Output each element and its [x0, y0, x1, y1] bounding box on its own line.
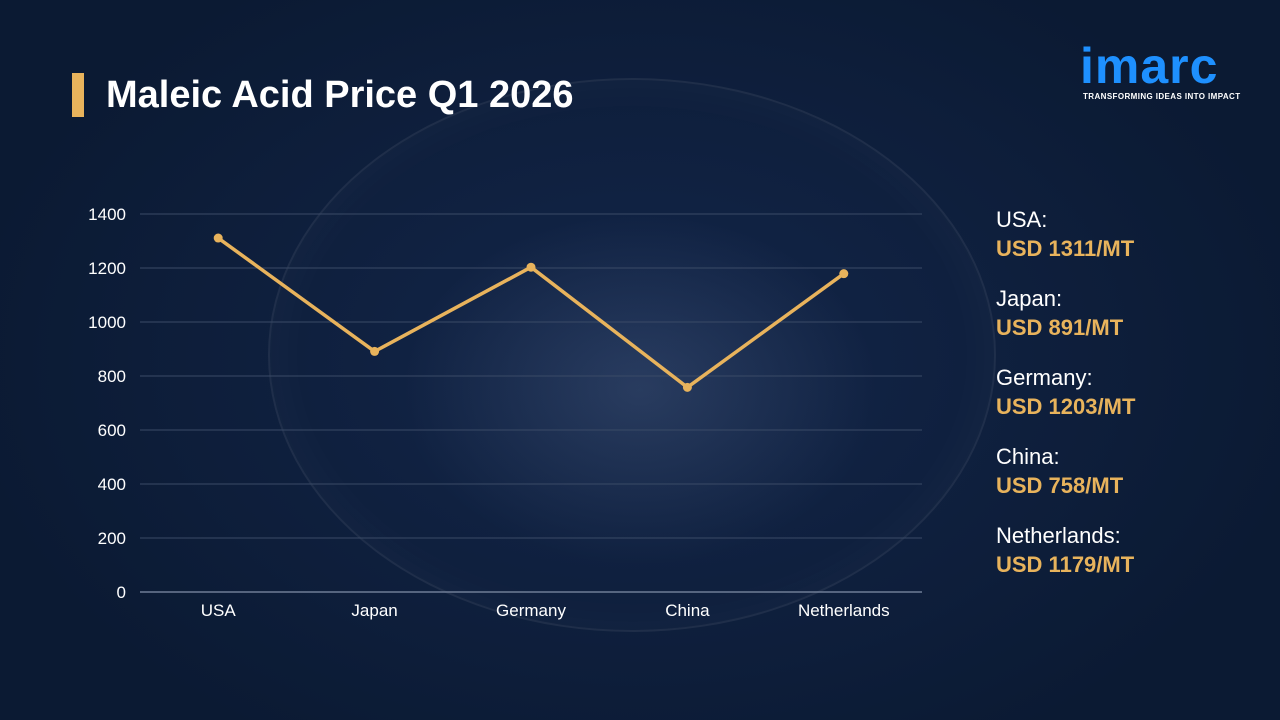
y-tick-label: 800 — [98, 367, 126, 386]
imarc-logo: imarc TRANSFORMING IDEAS INTO IMPACT — [1080, 38, 1250, 108]
background-plate — [268, 78, 996, 632]
line-chart: 0 200 400 600 800 1000 1200 1400 USA Japan Germany… — [88, 205, 922, 620]
logo-tagline: TRANSFORMING IDEAS INTO IMPACT — [1083, 92, 1241, 101]
price-value: USD 1311/MT — [996, 236, 1135, 261]
country-label: Germany: — [996, 365, 1093, 390]
x-tick-label: Netherlands — [798, 601, 890, 620]
country-label: Japan: — [996, 286, 1063, 311]
price-value: USD 758/MT — [996, 473, 1124, 498]
x-tick-label: Japan — [351, 601, 397, 620]
data-point — [682, 382, 692, 392]
y-tick-label: 600 — [98, 421, 126, 440]
price-list-item: China: USD 758/MT — [996, 442, 1266, 500]
y-tick-label: 200 — [98, 529, 126, 548]
y-tick-label: 0 — [117, 583, 126, 602]
page-title: Maleic Acid Price Q1 2026 — [106, 74, 574, 116]
price-list: USA: USD 1311/MT Japan: USD 891/MT Germa… — [996, 205, 1266, 600]
data-point — [370, 346, 380, 356]
y-tick-label: 1000 — [88, 313, 126, 332]
price-value: USD 891/MT — [996, 315, 1124, 340]
x-tick-label: Germany — [496, 601, 566, 620]
y-tick-label: 400 — [98, 475, 126, 494]
series-line — [217, 236, 845, 390]
country-label: Netherlands: — [996, 523, 1121, 548]
y-tick-label: 1200 — [88, 259, 126, 278]
price-list-item: USA: USD 1311/MT — [996, 205, 1266, 263]
data-point — [839, 269, 849, 279]
x-tick-label: USA — [201, 601, 237, 620]
logo-text: imarc — [1080, 38, 1219, 94]
country-label: USA: — [996, 207, 1048, 232]
price-chart: 0 200 400 600 800 1000 1200 1400 USA Japan Germany… — [60, 190, 940, 630]
price-list-item: Japan: USD 891/MT — [996, 284, 1266, 342]
y-tick-label: 1400 — [88, 205, 126, 224]
country-label: China: — [996, 444, 1060, 469]
data-point — [526, 262, 536, 272]
price-value: USD 1179/MT — [996, 552, 1135, 577]
price-value: USD 1203/MT — [996, 394, 1136, 419]
x-tick-label: China — [665, 601, 710, 620]
title-accent-bar — [72, 73, 84, 117]
data-point — [213, 233, 223, 243]
price-list-item: Germany: USD 1203/MT — [996, 363, 1266, 421]
price-list-item: Netherlands: USD 1179/MT — [996, 521, 1266, 579]
